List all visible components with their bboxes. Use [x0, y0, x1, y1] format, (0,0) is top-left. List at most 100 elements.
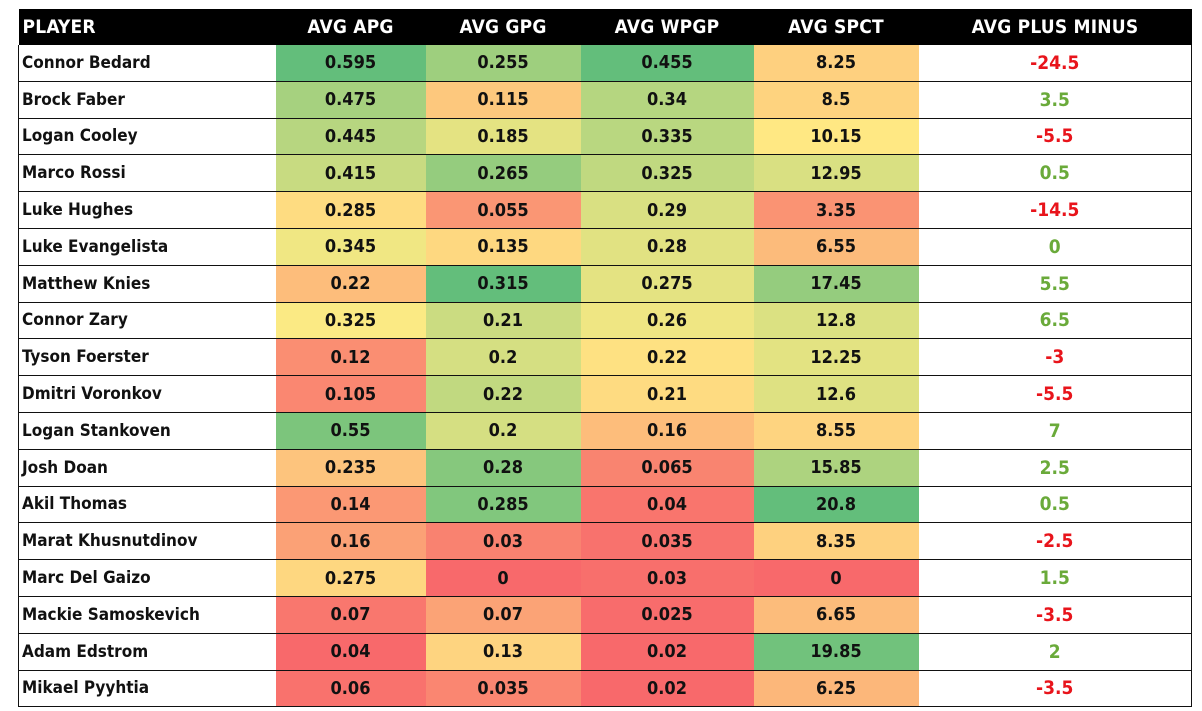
gpg-cell: 0.115 — [425, 81, 581, 119]
player-name-cell: Luke Evangelista — [18, 228, 276, 266]
table-row: Adam Edstrom 0.04 0.13 0.02 19.85 2 — [18, 633, 1192, 671]
wpgp-cell: 0.065 — [580, 449, 754, 487]
wpgp-cell: 0.29 — [580, 191, 754, 229]
table-row: Josh Doan 0.235 0.28 0.065 15.85 2.5 — [18, 449, 1192, 487]
player-name-cell: Dmitri Voronkov — [18, 375, 276, 413]
gpg-cell: 0.185 — [425, 118, 581, 156]
table-row: Akil Thomas 0.14 0.285 0.04 20.8 0.5 — [18, 486, 1192, 524]
wpgp-cell: 0.335 — [580, 118, 754, 156]
gpg-cell: 0.315 — [425, 265, 581, 303]
plus-minus-cell: -2.5 — [918, 522, 1192, 561]
wpgp-cell: 0.275 — [580, 265, 754, 303]
plus-minus-cell: -3.5 — [918, 670, 1192, 708]
plus-minus-cell: 0.5 — [918, 486, 1192, 524]
spct-cell: 19.85 — [753, 633, 919, 671]
player-name-cell: Logan Cooley — [18, 118, 276, 156]
apg-cell: 0.22 — [275, 265, 426, 303]
spct-cell: 10.15 — [753, 118, 919, 156]
plus-minus-cell: 6.5 — [918, 302, 1192, 340]
gpg-cell: 0.2 — [425, 412, 581, 450]
gpg-cell: 0.265 — [425, 154, 581, 193]
table-row: Marc Del Gaizo 0.275 0 0.03 0 1.5 — [18, 559, 1192, 597]
apg-cell: 0.55 — [275, 412, 426, 450]
spct-cell: 8.5 — [753, 81, 919, 119]
wpgp-cell: 0.02 — [580, 670, 754, 708]
wpgp-cell: 0.16 — [580, 412, 754, 450]
spct-cell: 8.35 — [753, 522, 919, 561]
apg-cell: 0.325 — [275, 302, 426, 340]
table-body: Connor Bedard 0.595 0.255 0.455 8.25 -24.5 Bro… — [18, 45, 1192, 708]
plus-minus-cell: -5.5 — [918, 118, 1192, 156]
player-name-cell: Tyson Foerster — [18, 338, 276, 377]
table-row: Connor Bedard 0.595 0.255 0.455 8.25 -24.5 — [18, 45, 1192, 82]
gpg-cell: 0.22 — [425, 375, 581, 413]
apg-cell: 0.345 — [275, 228, 426, 266]
plus-minus-cell: -14.5 — [918, 191, 1192, 229]
apg-cell: 0.275 — [275, 559, 426, 597]
apg-cell: 0.07 — [275, 596, 426, 634]
wpgp-cell: 0.28 — [580, 228, 754, 266]
gpg-cell: 0.07 — [425, 596, 581, 634]
column-header-plus-minus: AVG PLUS MINUS — [918, 9, 1192, 45]
spct-cell: 6.65 — [753, 596, 919, 634]
plus-minus-cell: 2 — [918, 633, 1192, 671]
gpg-cell: 0.285 — [425, 486, 581, 524]
table-row: Marat Khusnutdinov 0.16 0.03 0.035 8.35 -2.5 — [18, 522, 1192, 561]
apg-cell: 0.04 — [275, 633, 426, 671]
column-header-gpg: AVG GPG — [425, 9, 581, 45]
apg-cell: 0.415 — [275, 154, 426, 193]
player-name-cell: Marc Del Gaizo — [18, 559, 276, 597]
plus-minus-cell: 2.5 — [918, 449, 1192, 487]
apg-cell: 0.595 — [275, 45, 426, 82]
column-header-player: PLAYER — [18, 9, 276, 45]
player-name-cell: Luke Hughes — [18, 191, 276, 229]
player-name-cell: Josh Doan — [18, 449, 276, 487]
stats-table: PLAYER AVG APG AVG GPG AVG WPGP AVG SPCT… — [18, 9, 1192, 708]
table-row: Mikael Pyyhtia 0.06 0.035 0.02 6.25 -3.5 — [18, 670, 1192, 708]
spct-cell: 6.55 — [753, 228, 919, 266]
spct-cell: 3.35 — [753, 191, 919, 229]
apg-cell: 0.285 — [275, 191, 426, 229]
wpgp-cell: 0.035 — [580, 522, 754, 561]
player-name-cell: Brock Faber — [18, 81, 276, 119]
apg-cell: 0.105 — [275, 375, 426, 413]
plus-minus-cell: 5.5 — [918, 265, 1192, 303]
table-row: Luke Evangelista 0.345 0.135 0.28 6.55 0 — [18, 228, 1192, 266]
column-header-wpgp: AVG WPGP — [580, 9, 754, 45]
player-name-cell: Adam Edstrom — [18, 633, 276, 671]
gpg-cell: 0.03 — [425, 522, 581, 561]
player-name-cell: Akil Thomas — [18, 486, 276, 524]
spct-cell: 8.55 — [753, 412, 919, 450]
gpg-cell: 0.035 — [425, 670, 581, 708]
player-name-cell: Connor Bedard — [18, 45, 276, 82]
apg-cell: 0.235 — [275, 449, 426, 487]
spct-cell: 12.25 — [753, 338, 919, 377]
wpgp-cell: 0.025 — [580, 596, 754, 634]
wpgp-cell: 0.34 — [580, 81, 754, 119]
plus-minus-cell: -3 — [918, 338, 1192, 377]
apg-cell: 0.06 — [275, 670, 426, 708]
apg-cell: 0.475 — [275, 81, 426, 119]
gpg-cell: 0 — [425, 559, 581, 597]
spct-cell: 15.85 — [753, 449, 919, 487]
gpg-cell: 0.255 — [425, 45, 581, 82]
gpg-cell: 0.055 — [425, 191, 581, 229]
header-row: PLAYER AVG APG AVG GPG AVG WPGP AVG SPCT… — [18, 9, 1192, 45]
table-row: Logan Cooley 0.445 0.185 0.335 10.15 -5.5 — [18, 118, 1192, 156]
player-name-cell: Marat Khusnutdinov — [18, 522, 276, 561]
gpg-cell: 0.21 — [425, 302, 581, 340]
spct-cell: 6.25 — [753, 670, 919, 708]
plus-minus-cell: -5.5 — [918, 375, 1192, 413]
wpgp-cell: 0.03 — [580, 559, 754, 597]
plus-minus-cell: -24.5 — [918, 45, 1192, 82]
apg-cell: 0.445 — [275, 118, 426, 156]
plus-minus-cell: -3.5 — [918, 596, 1192, 634]
apg-cell: 0.14 — [275, 486, 426, 524]
table-row: Logan Stankoven 0.55 0.2 0.16 8.55 7 — [18, 412, 1192, 450]
table-row: Tyson Foerster 0.12 0.2 0.22 12.25 -3 — [18, 338, 1192, 377]
spct-cell: 0 — [753, 559, 919, 597]
wpgp-cell: 0.26 — [580, 302, 754, 340]
table-row: Brock Faber 0.475 0.115 0.34 8.5 3.5 — [18, 81, 1192, 119]
spct-cell: 20.8 — [753, 486, 919, 524]
table-header: PLAYER AVG APG AVG GPG AVG WPGP AVG SPCT… — [18, 9, 1192, 45]
